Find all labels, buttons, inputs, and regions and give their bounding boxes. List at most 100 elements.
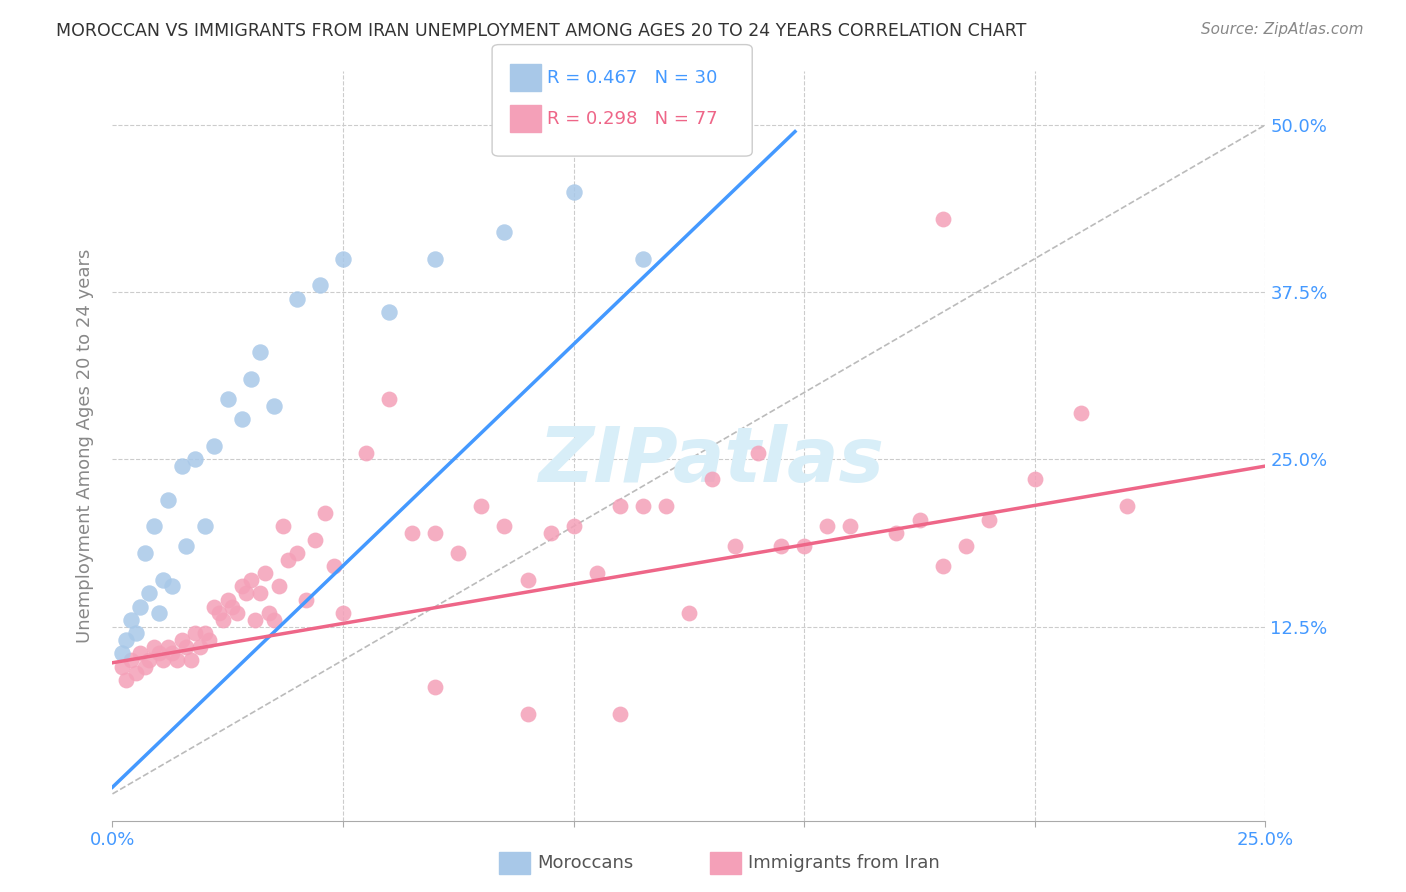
Point — [309, 278, 332, 293]
Point — [770, 539, 793, 553]
Point — [494, 225, 516, 239]
Point — [143, 519, 166, 533]
Point — [1116, 500, 1139, 514]
Point — [277, 553, 299, 567]
Point — [322, 559, 344, 574]
Point — [212, 613, 235, 627]
Text: ZIPatlas: ZIPatlas — [538, 424, 884, 498]
Point — [700, 473, 723, 487]
Point — [188, 640, 211, 654]
Point — [198, 633, 221, 648]
Point — [609, 706, 631, 721]
Point — [162, 646, 184, 660]
Point — [263, 399, 285, 413]
Point — [221, 599, 243, 614]
Point — [124, 666, 146, 681]
Point — [115, 673, 138, 688]
Point — [174, 640, 197, 654]
Text: R = 0.298   N = 77: R = 0.298 N = 77 — [547, 110, 717, 128]
Point — [839, 519, 862, 533]
Point — [516, 706, 538, 721]
Point — [655, 500, 678, 514]
Point — [148, 646, 170, 660]
Point — [156, 640, 179, 654]
Point — [955, 539, 977, 553]
Point — [231, 412, 253, 426]
Point — [194, 519, 217, 533]
Point — [747, 446, 769, 460]
Point — [314, 506, 336, 520]
Point — [793, 539, 815, 553]
Point — [180, 653, 202, 667]
Point — [239, 372, 262, 386]
Point — [332, 607, 354, 621]
Point — [562, 185, 585, 199]
Point — [631, 252, 654, 266]
Text: MOROCCAN VS IMMIGRANTS FROM IRAN UNEMPLOYMENT AMONG AGES 20 TO 24 YEARS CORRELAT: MOROCCAN VS IMMIGRANTS FROM IRAN UNEMPLO… — [56, 22, 1026, 40]
Point — [120, 613, 142, 627]
Point — [631, 500, 654, 514]
Point — [129, 646, 152, 660]
Point — [170, 633, 193, 648]
Point — [354, 446, 377, 460]
Text: Source: ZipAtlas.com: Source: ZipAtlas.com — [1201, 22, 1364, 37]
Point — [470, 500, 492, 514]
Point — [120, 653, 142, 667]
Point — [931, 559, 953, 574]
Point — [166, 653, 188, 667]
Point — [162, 580, 184, 594]
Point — [562, 519, 585, 533]
Point — [516, 573, 538, 587]
Point — [124, 626, 146, 640]
Point — [295, 593, 318, 607]
Text: Moroccans: Moroccans — [537, 854, 633, 871]
Point — [585, 566, 607, 581]
Point — [152, 573, 174, 587]
Point — [425, 252, 447, 266]
Point — [285, 292, 308, 306]
Point — [815, 519, 838, 533]
Point — [148, 607, 170, 621]
Point — [235, 586, 257, 600]
Point — [184, 626, 207, 640]
Point — [267, 580, 290, 594]
Point — [111, 660, 134, 674]
Point — [249, 586, 271, 600]
Point — [202, 599, 225, 614]
Point — [231, 580, 253, 594]
Point — [138, 586, 160, 600]
Point — [494, 519, 516, 533]
Point — [425, 680, 447, 694]
Point — [886, 526, 908, 541]
Point — [304, 533, 326, 547]
Point — [217, 593, 239, 607]
Point — [202, 439, 225, 453]
Point — [724, 539, 747, 553]
Point — [184, 452, 207, 467]
Point — [447, 546, 470, 560]
Point — [378, 305, 401, 319]
Point — [1070, 406, 1092, 420]
Point — [908, 512, 931, 526]
Text: Immigrants from Iran: Immigrants from Iran — [748, 854, 939, 871]
Point — [263, 613, 285, 627]
Point — [156, 492, 179, 507]
Point — [425, 526, 447, 541]
Point — [194, 626, 217, 640]
Point — [977, 512, 1000, 526]
Point — [143, 640, 166, 654]
Point — [129, 599, 152, 614]
Y-axis label: Unemployment Among Ages 20 to 24 years: Unemployment Among Ages 20 to 24 years — [76, 249, 94, 643]
Point — [378, 392, 401, 407]
Text: R = 0.467   N = 30: R = 0.467 N = 30 — [547, 69, 717, 87]
Point — [253, 566, 276, 581]
Point — [285, 546, 308, 560]
Point — [259, 607, 281, 621]
Point — [134, 546, 156, 560]
Point — [207, 607, 229, 621]
Point — [134, 660, 156, 674]
Point — [226, 607, 249, 621]
Point — [115, 633, 138, 648]
Point — [138, 653, 160, 667]
Point — [245, 613, 267, 627]
